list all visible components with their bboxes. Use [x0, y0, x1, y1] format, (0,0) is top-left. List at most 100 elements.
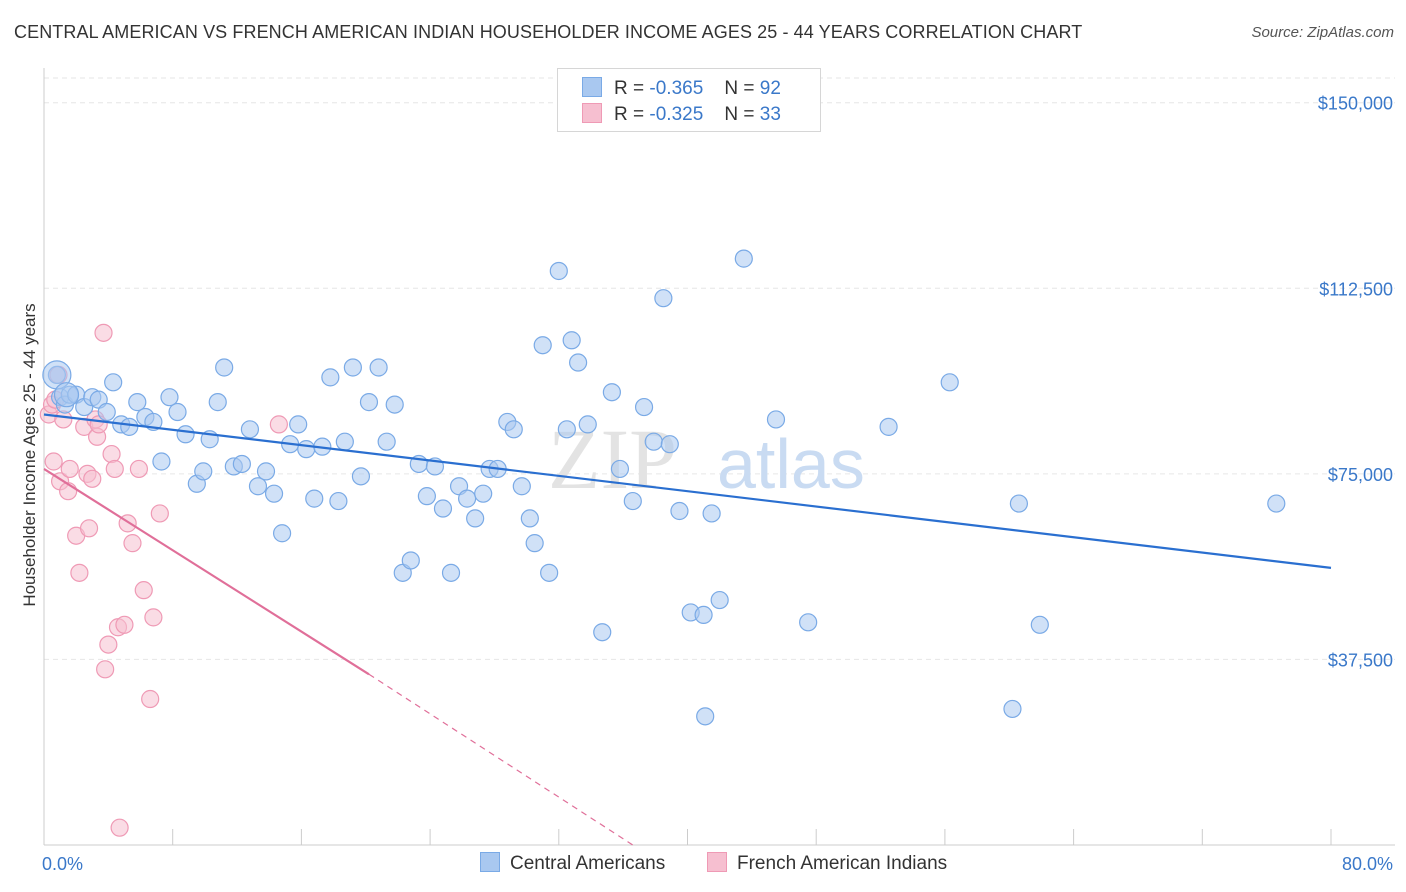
- data-point: [60, 459, 79, 479]
- data-point: [264, 484, 284, 503]
- data-point: [335, 432, 354, 451]
- data-point: [593, 623, 612, 642]
- data-point: [79, 519, 99, 538]
- data-point: [369, 358, 388, 377]
- data-point: [305, 489, 324, 508]
- legend-r-label: R =: [614, 78, 645, 99]
- data-point: [562, 331, 581, 350]
- legend-r-value: -0.365: [649, 78, 704, 99]
- data-point: [710, 590, 729, 610]
- data-point: [694, 605, 713, 625]
- data-point: [610, 459, 630, 479]
- data-point: [168, 402, 187, 422]
- data-point: [215, 358, 234, 377]
- legend-r-value: -0.325: [649, 104, 704, 125]
- data-point: [141, 689, 160, 709]
- legend-label: French American Indians: [737, 853, 948, 874]
- y-tick-label: $75,000: [1328, 465, 1393, 485]
- data-point: [879, 417, 898, 436]
- data-point: [385, 395, 404, 414]
- legend-n-value: 92: [759, 78, 781, 99]
- data-point: [1009, 494, 1029, 513]
- data-point: [525, 534, 544, 553]
- data-point: [272, 524, 292, 543]
- data-point: [123, 534, 142, 553]
- data-point-cluster: [53, 382, 80, 408]
- data-point: [557, 420, 576, 439]
- data-point: [134, 581, 153, 600]
- trend-line-extension: [368, 673, 634, 846]
- data-point: [670, 501, 689, 521]
- data-point: [520, 509, 539, 528]
- legend-n-label: N =: [724, 104, 755, 125]
- y-tick-label: $112,500: [1319, 279, 1393, 299]
- y-axis-label: Householder Income Ages 25 - 44 years: [20, 303, 39, 606]
- data-point: [466, 509, 485, 528]
- tick-labels: $37,500 $75,000 $112,500 $150,000 0.0% 80.0%: [42, 94, 1393, 874]
- data-point: [799, 613, 818, 632]
- stats-legend: R = -0.365 N = 92 R = -0.325 N = 33: [557, 68, 821, 132]
- data-point: [102, 444, 121, 464]
- data-point: [94, 323, 113, 342]
- data-point: [702, 504, 721, 523]
- data-point: [512, 477, 531, 496]
- data-point: [176, 425, 195, 444]
- data-point: [240, 420, 260, 439]
- data-point: [99, 635, 118, 654]
- legend-n-label: N =: [724, 78, 755, 99]
- data-point: [115, 615, 134, 634]
- y-tick-label: $37,500: [1328, 650, 1393, 670]
- trend-lines: [43, 413, 1332, 846]
- data-point: [644, 432, 663, 451]
- data-point: [160, 388, 179, 407]
- legend-item-central-americans[interactable]: Central Americans: [480, 852, 665, 875]
- data-point: [44, 452, 63, 471]
- data-point: [441, 563, 461, 582]
- data-point: [533, 336, 552, 355]
- trend-line-french-american-indians: [43, 467, 370, 676]
- series-central-americans: [42, 249, 1286, 726]
- data-point: [110, 818, 129, 837]
- data-point: [104, 373, 123, 392]
- legend-r-label: R =: [614, 104, 645, 125]
- source-label: Source: ZipAtlas.com: [1251, 24, 1394, 41]
- data-point: [540, 563, 559, 582]
- chart-title: CENTRAL AMERICAN VS FRENCH AMERICAN INDI…: [14, 22, 1083, 42]
- data-point: [194, 462, 213, 481]
- x-tick-label: 0.0%: [42, 854, 83, 874]
- data-point: [734, 249, 753, 268]
- data-point: [96, 660, 115, 679]
- legend-n-value: 33: [759, 104, 781, 125]
- data-point: [1030, 615, 1049, 634]
- legend-label: Central Americans: [510, 853, 666, 874]
- axes: [43, 68, 1395, 846]
- legend-item-french-american-indians[interactable]: French American Indians: [707, 852, 947, 875]
- data-point: [401, 551, 420, 570]
- data-point: [97, 402, 116, 422]
- legend-row-french-american-indians: R = -0.325 N = 33: [582, 103, 781, 127]
- data-point: [1003, 699, 1022, 719]
- legend-swatch-blue: [582, 77, 602, 97]
- x-tick-label: 80.0%: [1342, 854, 1393, 874]
- data-point: [256, 462, 276, 481]
- legend-row-central-americans: R = -0.365 N = 92: [582, 77, 781, 101]
- data-point: [83, 469, 102, 488]
- data-point: [343, 358, 362, 377]
- data-point: [696, 707, 715, 726]
- data-point: [269, 415, 288, 434]
- data-point: [549, 261, 568, 281]
- trend-line-central-americans: [43, 413, 1332, 569]
- data-point: [329, 491, 348, 511]
- legend-swatch-pink: [582, 103, 602, 123]
- data-point: [152, 452, 171, 471]
- data-point: [654, 289, 673, 308]
- data-point: [70, 563, 89, 582]
- data-point: [351, 467, 371, 486]
- data-point: [569, 353, 588, 372]
- data-point: [144, 608, 163, 627]
- data-point: [766, 410, 786, 429]
- data-point: [297, 440, 316, 459]
- data-point: [458, 489, 477, 508]
- data-point: [1267, 494, 1286, 513]
